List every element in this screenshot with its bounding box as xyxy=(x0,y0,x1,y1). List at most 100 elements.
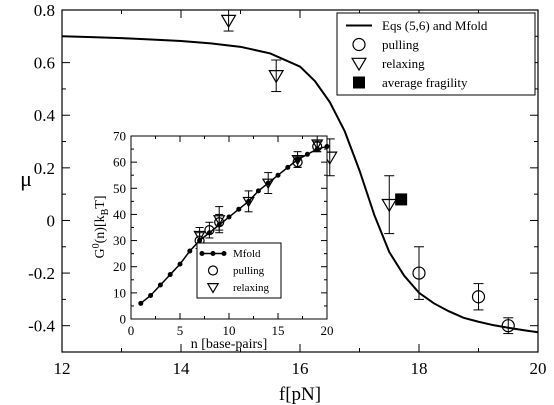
main-legend-box xyxy=(336,12,536,96)
inset-series-relaxing-point xyxy=(242,196,255,208)
inset-series-mfold-point xyxy=(167,272,173,278)
main-series-pulling-error-bar xyxy=(503,317,514,335)
inset-y-tick-label: 60 xyxy=(113,155,126,170)
main-x-tick-label: 14 xyxy=(173,359,191,378)
inset-series-layer xyxy=(138,135,330,306)
inset-series-mfold-point xyxy=(148,292,154,298)
main-legend-relaxing-symbol xyxy=(351,57,367,72)
inset-series-mfold-point xyxy=(157,282,163,288)
main-legend: Eqs (5,6) and Mfold pulling relaxing averag… xyxy=(336,12,536,96)
main-series-average-fragility-point xyxy=(395,193,408,206)
inset-x-tick-label: 20 xyxy=(321,323,334,338)
main-series-eqs-5-6-and-mfold xyxy=(61,35,539,334)
main-chart: 12 14 16 18 20 0.8 0.6 0.4 0.2 0 -0.2 -0.4 f[pN] μ… xyxy=(20,1,546,405)
inset-series-mfold-point xyxy=(177,261,183,267)
inset-y-tick-label: 30 xyxy=(113,233,126,248)
inset-series-relaxing-point xyxy=(310,139,324,150)
inset-y-title-sub: B xyxy=(100,208,111,215)
inset-legend-pulling-label: pulling xyxy=(233,265,265,277)
main-y-tick-label: 0.8 xyxy=(34,1,55,20)
inset-series-mfold-point xyxy=(255,188,261,194)
inset-series-mfold-point xyxy=(187,248,193,254)
inset-y-tick-label: 20 xyxy=(113,259,126,274)
main-x-tick-label: 16 xyxy=(292,359,309,378)
main-series-relaxing-error-bar xyxy=(384,175,395,235)
main-y-tick-label: -0.4 xyxy=(28,317,55,336)
inset-series-mfold-point xyxy=(275,172,281,178)
main-y-ticks: 0.8 0.6 0.4 0.2 0 -0.2 -0.4 xyxy=(28,1,538,336)
main-y-tick-label: 0 xyxy=(47,211,56,230)
main-legend-relaxing-label: relaxing xyxy=(382,56,425,71)
main-series-average-fragility xyxy=(395,193,408,206)
main-y-axis-title: μ xyxy=(20,166,32,191)
main-x-ticks: 12 14 16 18 20 xyxy=(54,10,547,378)
inset-series-mfold-point xyxy=(138,300,144,306)
inset-series-pulling-point xyxy=(204,225,215,236)
inset-legend-mfold-symbol-dot xyxy=(221,251,227,256)
main-y-tick-label: 0.2 xyxy=(34,159,55,178)
inset-y-title-mid: (n)[k xyxy=(93,215,108,243)
inset-series-relaxing-point xyxy=(212,215,226,226)
inset-series-mfold-point xyxy=(324,143,330,149)
main-x-axis-title: f[pN] xyxy=(279,384,321,405)
inset-series-relaxing-point xyxy=(291,155,304,166)
inset-y-title-sup: 0 xyxy=(91,243,102,248)
main-y-tick-label: -0.2 xyxy=(28,264,55,283)
inset-series-mfold-point xyxy=(226,214,232,220)
inset-legend-mfold-symbol-dot xyxy=(199,251,205,256)
inset-series-pulling-error-bar xyxy=(205,221,214,239)
inset-y-title-end: T] xyxy=(93,195,108,208)
main-y-tick-label: 0.6 xyxy=(34,54,55,73)
inset-legend-mfold-label: Mfold xyxy=(233,248,261,260)
main-series-layer xyxy=(61,9,539,335)
inset-series-relaxing-error-bar xyxy=(264,172,273,195)
inset-y-tick-label: 70 xyxy=(113,129,126,144)
inset-series-mfold-point xyxy=(304,151,310,157)
inset-y-tick-label: 0 xyxy=(120,312,127,327)
main-legend-eqs-5-6-and-mfold-label: Eqs (5,6) and Mfold xyxy=(382,18,488,33)
inset-legend-relaxing-label: relaxing xyxy=(233,282,270,294)
main-series-pulling xyxy=(412,246,515,335)
inset-series-relaxing-error-bar xyxy=(244,190,253,213)
inset-x-axis-title: n [base-pairs] xyxy=(191,337,268,352)
main-x-tick-label: 12 xyxy=(54,359,71,378)
main-y-tick-label: 0.4 xyxy=(34,106,56,125)
inset-x-tick-label: 0 xyxy=(128,323,135,338)
main-legend-pulling-symbol xyxy=(352,37,366,52)
inset-y-axis-title: G0(n)[kBT] xyxy=(91,195,111,258)
inset-series-mfold-point xyxy=(285,164,291,170)
main-series-relaxing-point xyxy=(220,14,237,29)
main-series-pulling-error-bar xyxy=(414,246,424,300)
main-series-pulling-point xyxy=(501,319,515,333)
inset-legend: Mfold pulling relaxing xyxy=(196,242,282,299)
inset-series-relaxing-error-bar xyxy=(215,206,224,234)
main-series-pulling-point xyxy=(412,266,426,280)
inset-y-tick-label: 50 xyxy=(113,181,126,196)
inset-series-relaxing-point xyxy=(193,230,206,242)
main-series-relaxing-point xyxy=(268,69,285,84)
inset-y-ticks: 0 10 20 30 40 50 60 70 xyxy=(113,129,327,327)
main-series-pulling-point xyxy=(471,290,486,304)
inset-series-relaxing-point xyxy=(261,178,275,190)
inset-y-tick-label: 10 xyxy=(113,285,126,300)
main-legend-average-fragility-label: average fragility xyxy=(382,75,468,90)
main-legend-pulling-label: pulling xyxy=(382,37,419,52)
inset-x-tick-label: 15 xyxy=(272,323,285,338)
main-series-relaxing-error-bar xyxy=(271,59,282,93)
inset-x-ticks: 0 5 10 15 20 xyxy=(128,136,334,338)
inset-y-tick-label: 40 xyxy=(113,207,126,222)
inset-legend-pulling-symbol xyxy=(207,265,219,276)
main-series-eqs-5-6-and-mfold-line xyxy=(61,35,539,334)
main-x-tick-label: 20 xyxy=(530,359,547,378)
main-x-tick-label: 18 xyxy=(411,359,428,378)
inset-series-relaxing xyxy=(193,135,324,244)
inset-x-tick-label: 5 xyxy=(177,323,184,338)
inset-x-tick-label: 10 xyxy=(223,323,236,338)
inset-series-mfold-point xyxy=(236,206,242,212)
inset-legend-mfold-symbol-dot xyxy=(210,251,216,256)
main-legend-average-fragility-symbol xyxy=(353,76,365,89)
inset-y-title-main: G xyxy=(93,248,108,258)
main-series-relaxing-point xyxy=(381,198,398,213)
